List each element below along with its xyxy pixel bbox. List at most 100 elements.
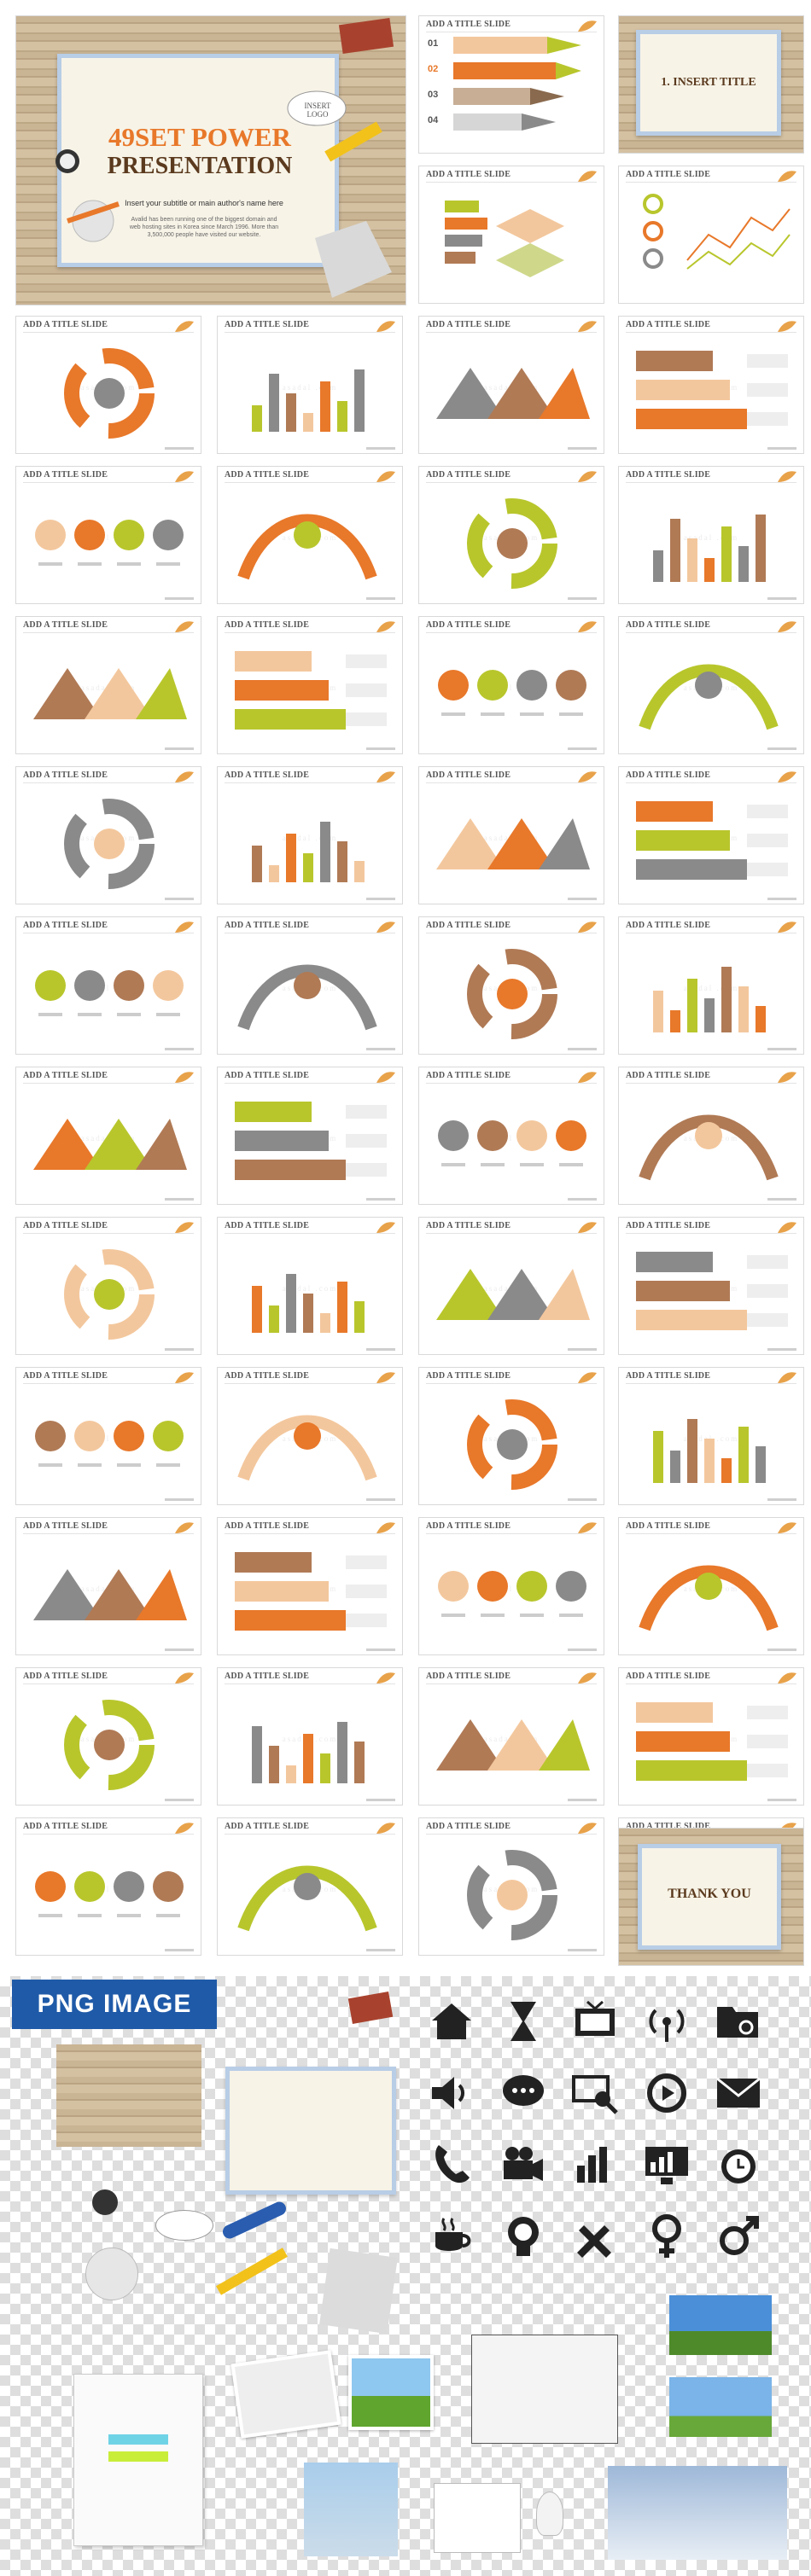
leaf-icon [376,922,395,933]
watermark: asadal .com [483,1134,540,1143]
slide-title: ADD A TITLE SLIDE [426,921,511,930]
dandelion-photo [669,2377,772,2437]
cover-title-line1: 49SET POWER [108,122,291,152]
toc-slide[interactable]: ADD A TITLE SLIDE 01 02 03 04 [418,15,604,154]
slide-title: ADD A TITLE SLIDE [23,320,108,329]
cover-body: Avalid has been running one of the bigge… [129,217,279,238]
slide-title: ADD A TITLE SLIDE [23,1371,108,1381]
content-slide[interactable]: ADD A TITLE SLIDE asadal .com [15,1367,201,1505]
leaf-icon [778,171,796,182]
leaf-icon [578,20,597,32]
watermark: asadal .com [80,1434,137,1444]
infographic [64,1700,155,1790]
infographic [237,514,377,580]
cover-slide[interactable]: INSERT LOGO 49SET POWER PRESENTATION Ins… [15,15,406,305]
infographic [252,369,365,432]
thank-you-slide[interactable]: THANK YOU [618,1828,804,1966]
infographic [438,670,586,716]
infographic [64,799,155,889]
leaf-icon [778,621,796,632]
slide-title: ADD A TITLE SLIDE [426,470,511,480]
infographic [636,1252,788,1330]
leaf-icon [376,771,395,782]
leaf-icon [175,321,194,332]
content-slide[interactable]: ADD A TITLE SLIDE [418,166,604,304]
slide-title: ADD A TITLE SLIDE [426,1521,511,1531]
infographic [438,1120,586,1166]
content-slide[interactable]: ADD A TITLE SLIDE [618,166,804,304]
section-paper [636,30,781,136]
leaf-icon [175,621,194,632]
watermark: asadal .com [80,1885,137,1894]
slide-title: ADD A TITLE SLIDE [23,770,108,780]
slide-title: ADD A TITLE SLIDE [23,1521,108,1531]
cover-title-line2: PRESENTATION [107,153,293,179]
leaf-icon [778,922,796,933]
toc-item[interactable]: 01 [419,35,604,61]
slide-title: ADD A TITLE SLIDE [225,921,310,930]
slide-title: ADD A TITLE SLIDE [426,1221,511,1230]
home-icon [427,1997,476,2046]
leaf-icon [778,1522,796,1533]
slide-title: ADD A TITLE SLIDE [626,1822,711,1831]
watermark: asadal .com [683,984,739,993]
clock-object [92,2189,118,2215]
section-title: 1. INSERT TITLE [661,76,756,89]
bar-chart-icon [570,2140,620,2189]
infographic [636,1702,788,1781]
toc-item[interactable]: 03 [419,86,604,112]
slide-title: ADD A TITLE SLIDE [426,1822,511,1831]
female-icon [642,2212,691,2261]
toc-item[interactable]: 04 [419,112,604,137]
infographic [235,651,387,730]
chat-icon [499,2068,548,2118]
section-slide[interactable]: 1. INSERT TITLE [618,15,804,154]
watermark: asadal .com [282,1284,338,1294]
slide-title: ADD A TITLE SLIDE [426,1371,511,1381]
toc-item[interactable]: 02 [419,61,604,86]
speech-bubble [155,2210,213,2241]
